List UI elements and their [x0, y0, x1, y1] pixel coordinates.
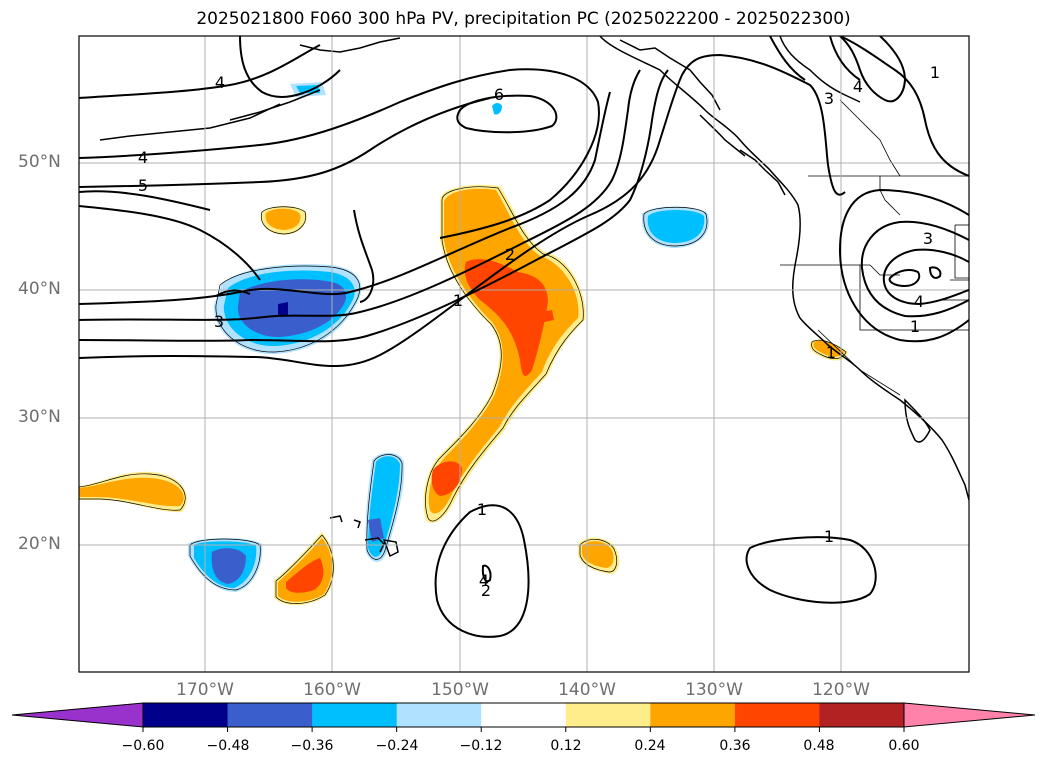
lat-label-20n: 20°N — [18, 534, 61, 554]
pv-contour-outer-2 — [79, 69, 669, 343]
lon-label-130w: 130°W — [685, 680, 743, 700]
contour-label: 4 — [479, 571, 489, 590]
lat-label-40n: 40°N — [18, 279, 61, 299]
lon-label-160w: 160°W — [303, 680, 361, 700]
map-frame — [78, 35, 970, 673]
colorbar-segment — [819, 703, 905, 727]
lat-label-30n: 30°N — [18, 407, 61, 427]
contour-label: 2 — [481, 581, 491, 600]
colorbar-tick-label: 0.60 — [888, 738, 920, 754]
contour-label: 3 — [923, 229, 933, 248]
colorbar-tick-label: 0.48 — [803, 738, 835, 754]
contour-label: 5 — [138, 176, 148, 195]
colorbar-extend-high — [904, 703, 1035, 727]
colorbar-tick-label: −0.12 — [459, 738, 503, 754]
colorbar-tick-label: −0.60 — [121, 738, 165, 754]
contour-label: 3 — [824, 89, 834, 108]
colorbar-tick-label: 0.12 — [550, 738, 582, 754]
pv-contours — [79, 36, 969, 638]
contour-label: 1 — [910, 317, 920, 336]
colorbar-segment — [481, 703, 567, 727]
colorbar-segment — [734, 703, 820, 727]
lon-label-170w: 170°W — [176, 680, 234, 700]
pv-contour-6-loop — [456, 94, 558, 134]
contour-label: 1 — [477, 500, 487, 519]
pv-contour-outer-1 — [79, 53, 846, 367]
contour-label: 4 — [215, 73, 225, 92]
colorbar-segment — [396, 703, 482, 727]
colorbar-extend-low — [12, 703, 143, 727]
precipitation-shading — [79, 82, 848, 606]
contour-labels: 4 4 5 3 6 2 1 3 4 1 3 4 1 1 4 2 1 1 — [138, 63, 940, 600]
colorbar-tick-label: −0.36 — [290, 738, 334, 754]
colorbar-segment — [143, 703, 229, 727]
lon-label-120w: 120°W — [812, 680, 870, 700]
colorbar-segment — [565, 703, 651, 727]
contour-label: 1 — [824, 527, 834, 546]
lat-label-50n: 50°N — [18, 152, 61, 172]
colorbar-segment — [227, 703, 313, 727]
north-american-coast — [599, 36, 969, 501]
lon-label-150w: 150°W — [431, 680, 489, 700]
contour-label: 6 — [494, 85, 504, 104]
colorbar — [11, 702, 1036, 732]
contour-label: 3 — [214, 312, 224, 331]
contour-label: 4 — [138, 148, 148, 167]
colorbar-tick-label: −0.48 — [206, 738, 250, 754]
contour-label: 4 — [914, 292, 924, 311]
map-title: 2025021800 F060 300 hPa PV, precipitatio… — [196, 9, 851, 29]
political-borders — [780, 99, 969, 396]
colorbar-segment — [650, 703, 736, 727]
contour-label: 4 — [853, 77, 863, 96]
coastlines — [99, 36, 969, 558]
colorbar-tick-label: 0.24 — [634, 738, 666, 754]
map-layers: 4 4 5 3 6 2 1 3 4 1 3 4 1 1 4 2 1 1 — [79, 36, 969, 672]
gridlines — [79, 36, 969, 672]
pv-contour-1-loop-south — [434, 504, 530, 638]
contour-label: 1 — [826, 343, 836, 362]
lon-label-140w: 140°W — [558, 680, 616, 700]
pv-contour-1-loop-east — [745, 536, 877, 604]
colorbar-tick-label: −0.24 — [375, 738, 419, 754]
colorbar-tick-label: 0.36 — [719, 738, 751, 754]
colorbar-segment — [312, 703, 398, 727]
contour-label: 2 — [505, 245, 515, 264]
contour-label: 1 — [453, 291, 463, 310]
contour-label: 1 — [930, 63, 940, 82]
